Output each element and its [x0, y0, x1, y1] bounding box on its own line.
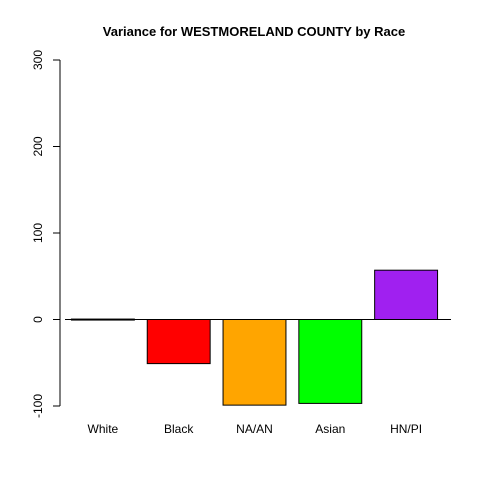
y-tick-label: 300 — [31, 50, 45, 70]
bar-white — [70, 318, 135, 321]
bar-na-an — [222, 319, 287, 406]
x-tick-label: NA/AN — [236, 422, 273, 436]
bar-hn-pi — [374, 269, 439, 321]
chart-title: Variance for WESTMORELAND COUNTY by Race — [103, 24, 405, 39]
x-tick-label: White — [88, 422, 119, 436]
y-tick-label: 100 — [31, 223, 45, 243]
y-axis: -100 0 100 200 300 — [31, 50, 61, 418]
y-tick-label: 0 — [31, 316, 45, 323]
bars — [70, 269, 439, 406]
y-tick-label: -100 — [31, 394, 45, 418]
x-axis-labels: White Black NA/AN Asian HN/PI — [88, 422, 423, 436]
x-tick-label: Asian — [315, 422, 345, 436]
bar-black — [146, 319, 211, 365]
y-tick-label: 200 — [31, 136, 45, 156]
bar-asian — [298, 319, 363, 404]
x-tick-label: Black — [164, 422, 194, 436]
x-tick-label: HN/PI — [390, 422, 422, 436]
